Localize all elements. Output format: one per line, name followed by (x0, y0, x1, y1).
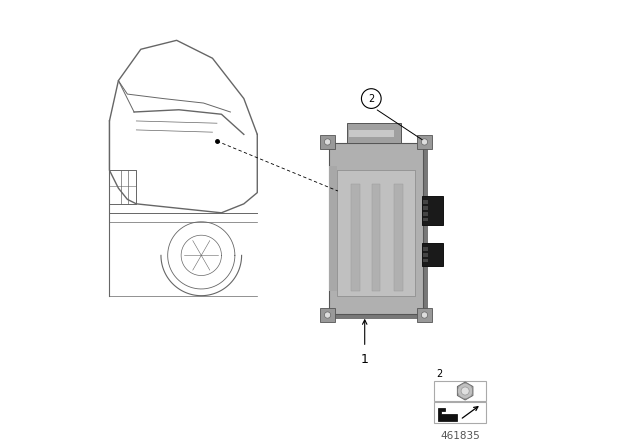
FancyBboxPatch shape (321, 308, 335, 322)
FancyBboxPatch shape (347, 123, 401, 143)
FancyBboxPatch shape (334, 149, 428, 319)
FancyBboxPatch shape (394, 184, 403, 291)
Polygon shape (438, 408, 457, 421)
Circle shape (461, 387, 469, 395)
Circle shape (362, 89, 381, 108)
Polygon shape (458, 382, 473, 400)
Circle shape (421, 312, 428, 318)
FancyBboxPatch shape (422, 259, 428, 263)
FancyBboxPatch shape (417, 135, 431, 149)
FancyBboxPatch shape (422, 218, 428, 221)
FancyBboxPatch shape (337, 170, 415, 296)
FancyBboxPatch shape (422, 243, 443, 266)
FancyBboxPatch shape (422, 253, 428, 257)
Text: 1: 1 (361, 353, 369, 366)
Text: 2: 2 (368, 94, 374, 103)
FancyBboxPatch shape (422, 212, 428, 215)
Text: 2: 2 (436, 369, 443, 379)
FancyBboxPatch shape (422, 206, 428, 210)
Text: 461835: 461835 (440, 431, 480, 441)
FancyBboxPatch shape (435, 381, 486, 401)
Circle shape (324, 312, 331, 318)
FancyBboxPatch shape (321, 135, 335, 149)
FancyBboxPatch shape (422, 200, 428, 204)
FancyBboxPatch shape (371, 184, 380, 291)
FancyBboxPatch shape (351, 184, 360, 291)
Circle shape (421, 139, 428, 145)
Circle shape (324, 139, 331, 145)
FancyBboxPatch shape (329, 143, 423, 314)
FancyBboxPatch shape (349, 130, 394, 137)
FancyBboxPatch shape (422, 247, 428, 251)
FancyBboxPatch shape (417, 308, 431, 322)
FancyBboxPatch shape (435, 402, 486, 423)
FancyBboxPatch shape (329, 166, 337, 291)
FancyBboxPatch shape (422, 196, 443, 225)
